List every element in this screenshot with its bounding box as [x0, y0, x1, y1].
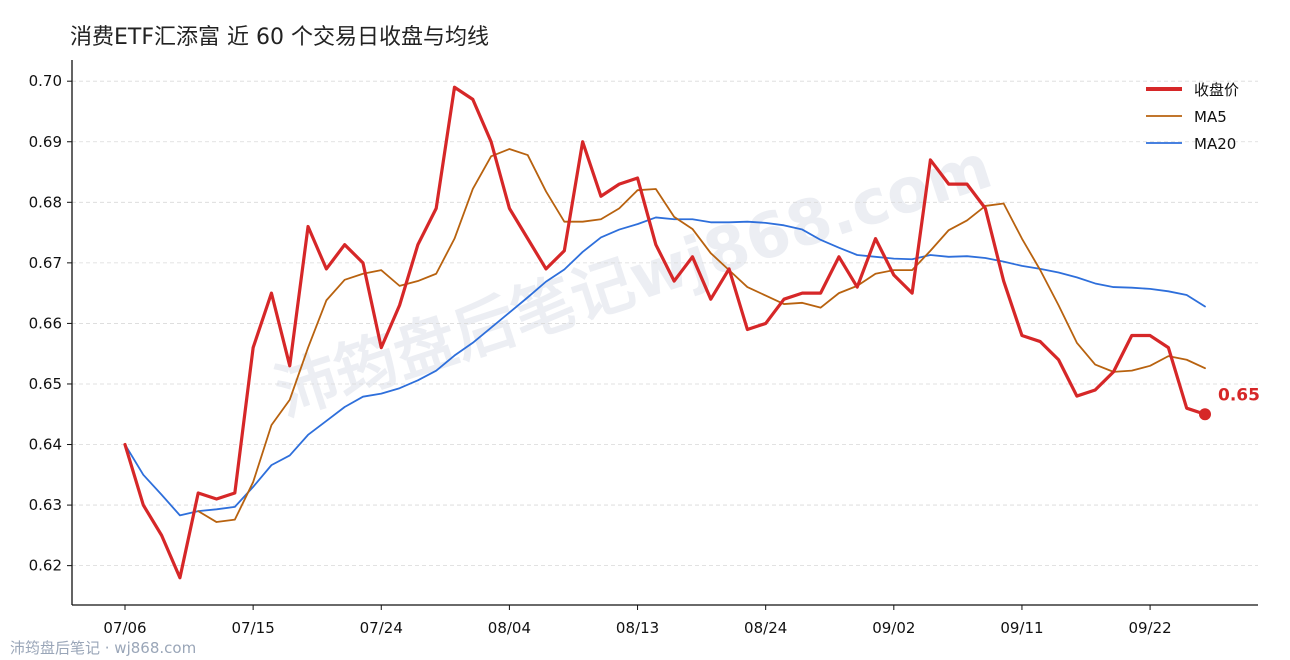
y-tick-label: 0.64 — [29, 436, 62, 454]
x-tick-label: 08/04 — [488, 619, 531, 637]
y-ticks: 0.62 0.63 0.64 0.65 0.66 0.67 0.68 0.69 0.70 — [29, 72, 72, 575]
x-tick-label: 08/24 — [744, 619, 787, 637]
last-close-label: 0.65 — [1218, 385, 1260, 405]
x-tick-label: 07/24 — [360, 619, 403, 637]
watermark-text: 沛筠盘后笔记wj868.com — [267, 129, 1000, 429]
y-tick-label: 0.67 — [29, 254, 62, 272]
chart-title: 消费ETF汇添富 近 60 个交易日收盘与均线 — [70, 25, 489, 50]
x-tick-label: 09/22 — [1128, 619, 1171, 637]
y-tick-label: 0.68 — [29, 193, 62, 211]
watermark: 沛筠盘后笔记wj868.com — [267, 129, 1000, 429]
y-tick-label: 0.70 — [29, 72, 62, 90]
y-tick-label: 0.69 — [29, 133, 62, 151]
last-close-marker — [1199, 408, 1211, 421]
x-tick-label: 07/06 — [103, 619, 146, 637]
x-tick-label: 09/11 — [1000, 619, 1043, 637]
series-line-ma20 — [124, 216, 1206, 517]
grid — [72, 80, 1258, 567]
x-tick-label: 08/13 — [616, 619, 659, 637]
y-tick-label: 0.65 — [29, 375, 62, 393]
series — [123, 85, 1207, 580]
x-tick-label: 09/02 — [872, 619, 915, 637]
y-tick-label: 0.63 — [29, 496, 62, 514]
legend-label-close: 收盘价 — [1194, 81, 1239, 99]
legend-label-ma5: MA5 — [1194, 108, 1227, 126]
legend-label-ma20: MA20 — [1194, 135, 1236, 153]
series-line-close — [123, 85, 1207, 580]
legend: 收盘价 MA5 MA20 — [1146, 81, 1239, 153]
y-tick-label: 0.66 — [29, 314, 62, 332]
annotations: 0.65 — [1199, 385, 1260, 421]
axes — [71, 60, 1258, 606]
footer-credit: 沛筠盘后笔记 · wj868.com — [10, 639, 196, 657]
y-tick-label: 0.62 — [29, 557, 62, 575]
x-ticks: 07/06 07/15 07/24 08/04 08/13 08/24 09/02 09/11… — [103, 605, 1172, 637]
x-tick-label: 07/15 — [232, 619, 275, 637]
